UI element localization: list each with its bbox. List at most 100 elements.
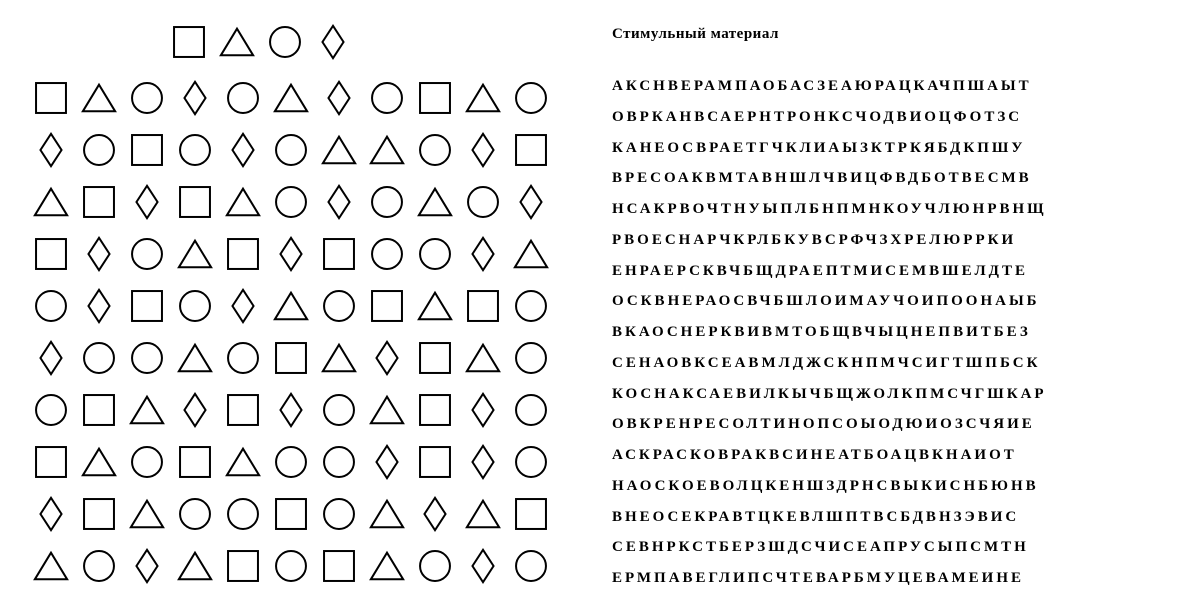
triangle-icon	[126, 389, 168, 431]
circle-icon	[270, 441, 312, 483]
circle-icon	[30, 285, 72, 327]
circle-icon	[318, 493, 360, 535]
square-icon	[174, 181, 216, 223]
square-icon	[78, 389, 120, 431]
letter-row: ВКАОСНЕРКВИВМТОБЩВЧЫЦНЕПВИТБЕЗ	[612, 317, 1159, 348]
diamond-icon	[222, 285, 264, 327]
letter-row: ВРЕСОАКВМТАВНШЛЧВИЦФВДБОТВЕСМВ	[612, 163, 1159, 194]
triangle-icon	[174, 545, 216, 587]
circle-icon	[270, 181, 312, 223]
diamond-icon	[30, 129, 72, 171]
circle-icon	[510, 441, 552, 483]
shape-row	[30, 492, 552, 536]
diamond-icon	[462, 233, 504, 275]
circle-icon	[222, 493, 264, 535]
triangle-icon	[78, 77, 120, 119]
square-icon	[414, 337, 456, 379]
circle-icon	[510, 389, 552, 431]
circle-icon	[510, 285, 552, 327]
triangle-icon	[414, 285, 456, 327]
section-title: Стимульный материал	[612, 26, 1159, 43]
circle-icon	[510, 77, 552, 119]
shape-grid	[30, 20, 552, 588]
triangle-icon	[78, 441, 120, 483]
diamond-icon	[222, 129, 264, 171]
shape-row	[30, 128, 552, 172]
square-icon	[78, 493, 120, 535]
circle-icon	[30, 389, 72, 431]
circle-icon	[510, 337, 552, 379]
letter-row: ОВКРЕНРЕСОЛТИНОПСОЫОДЮИОЗСЧЯИЕ	[612, 409, 1159, 440]
shape-row	[30, 76, 552, 120]
square-icon	[414, 389, 456, 431]
circle-icon	[318, 389, 360, 431]
circle-icon	[126, 441, 168, 483]
circle-icon	[78, 545, 120, 587]
shape-row	[30, 388, 552, 432]
circle-icon	[222, 337, 264, 379]
shape-row	[30, 440, 552, 484]
triangle-icon	[462, 77, 504, 119]
diamond-icon	[318, 181, 360, 223]
diamond-icon	[78, 233, 120, 275]
shape-row	[30, 284, 552, 328]
triangle-icon	[462, 493, 504, 535]
triangle-icon	[30, 181, 72, 223]
square-icon	[222, 233, 264, 275]
circle-icon	[366, 77, 408, 119]
diamond-icon	[462, 129, 504, 171]
triangle-icon	[414, 181, 456, 223]
diamond-icon	[30, 493, 72, 535]
square-icon	[174, 441, 216, 483]
diamond-icon	[366, 337, 408, 379]
diamond-icon	[30, 337, 72, 379]
square-icon	[510, 493, 552, 535]
circle-icon	[318, 285, 360, 327]
circle-icon	[126, 337, 168, 379]
square-icon	[318, 545, 360, 587]
circle-icon	[174, 129, 216, 171]
circle-icon	[414, 545, 456, 587]
diamond-icon	[126, 181, 168, 223]
diamond-icon	[462, 441, 504, 483]
square-icon	[318, 233, 360, 275]
letter-row: ЕРМПАВЕГЛИПСЧТЕВАРБМУЦЕВАМЕИНЕ	[612, 563, 1159, 594]
square-icon	[462, 285, 504, 327]
diamond-icon	[78, 285, 120, 327]
diamond-icon	[312, 21, 354, 63]
circle-icon	[78, 129, 120, 171]
diamond-icon	[270, 233, 312, 275]
square-icon	[30, 441, 72, 483]
square-icon	[366, 285, 408, 327]
triangle-icon	[270, 77, 312, 119]
square-icon	[168, 21, 210, 63]
square-icon	[30, 77, 72, 119]
square-icon	[30, 233, 72, 275]
letter-row: ОСКВНЕРАОСВЧБШЛОИМАУЧОИПООНАЫБ	[612, 286, 1159, 317]
triangle-icon	[366, 493, 408, 535]
square-icon	[510, 129, 552, 171]
triangle-icon	[270, 285, 312, 327]
triangle-icon	[222, 441, 264, 483]
letter-row: СЕНАОВКСЕАВМЛДЖСКНПМЧСИГТШПБСК	[612, 348, 1159, 379]
shape-header-row	[30, 20, 552, 64]
letter-row: КАНЕОСВРАЕТГЧКЛИАЫЗКТРКЯБДКПШУ	[612, 133, 1159, 164]
square-icon	[126, 129, 168, 171]
square-icon	[78, 181, 120, 223]
triangle-icon	[318, 129, 360, 171]
letter-row: ОВРКАНВСАЕРНТРОНКСЧОДВИОЦФОТЗС	[612, 102, 1159, 133]
circle-icon	[174, 493, 216, 535]
diamond-icon	[414, 493, 456, 535]
letter-row: НСАКРВОЧТНУЫПЛБНПМНКОУЧЛЮНРВНЩ	[612, 194, 1159, 225]
triangle-icon	[366, 389, 408, 431]
triangle-icon	[222, 181, 264, 223]
square-icon	[270, 337, 312, 379]
letter-row: НАОСКОЕВОЛЦКЕНШЗДРНСВЫКИСНБЮНВ	[612, 471, 1159, 502]
diamond-icon	[270, 389, 312, 431]
circle-icon	[270, 545, 312, 587]
square-icon	[270, 493, 312, 535]
circle-icon	[366, 181, 408, 223]
circle-icon	[270, 129, 312, 171]
square-icon	[126, 285, 168, 327]
letter-block: АКСНВЕРАМПАОБАСЗЕАЮРАЦКАЧПШАЫТОВРКАНВСАЕ…	[612, 71, 1159, 594]
